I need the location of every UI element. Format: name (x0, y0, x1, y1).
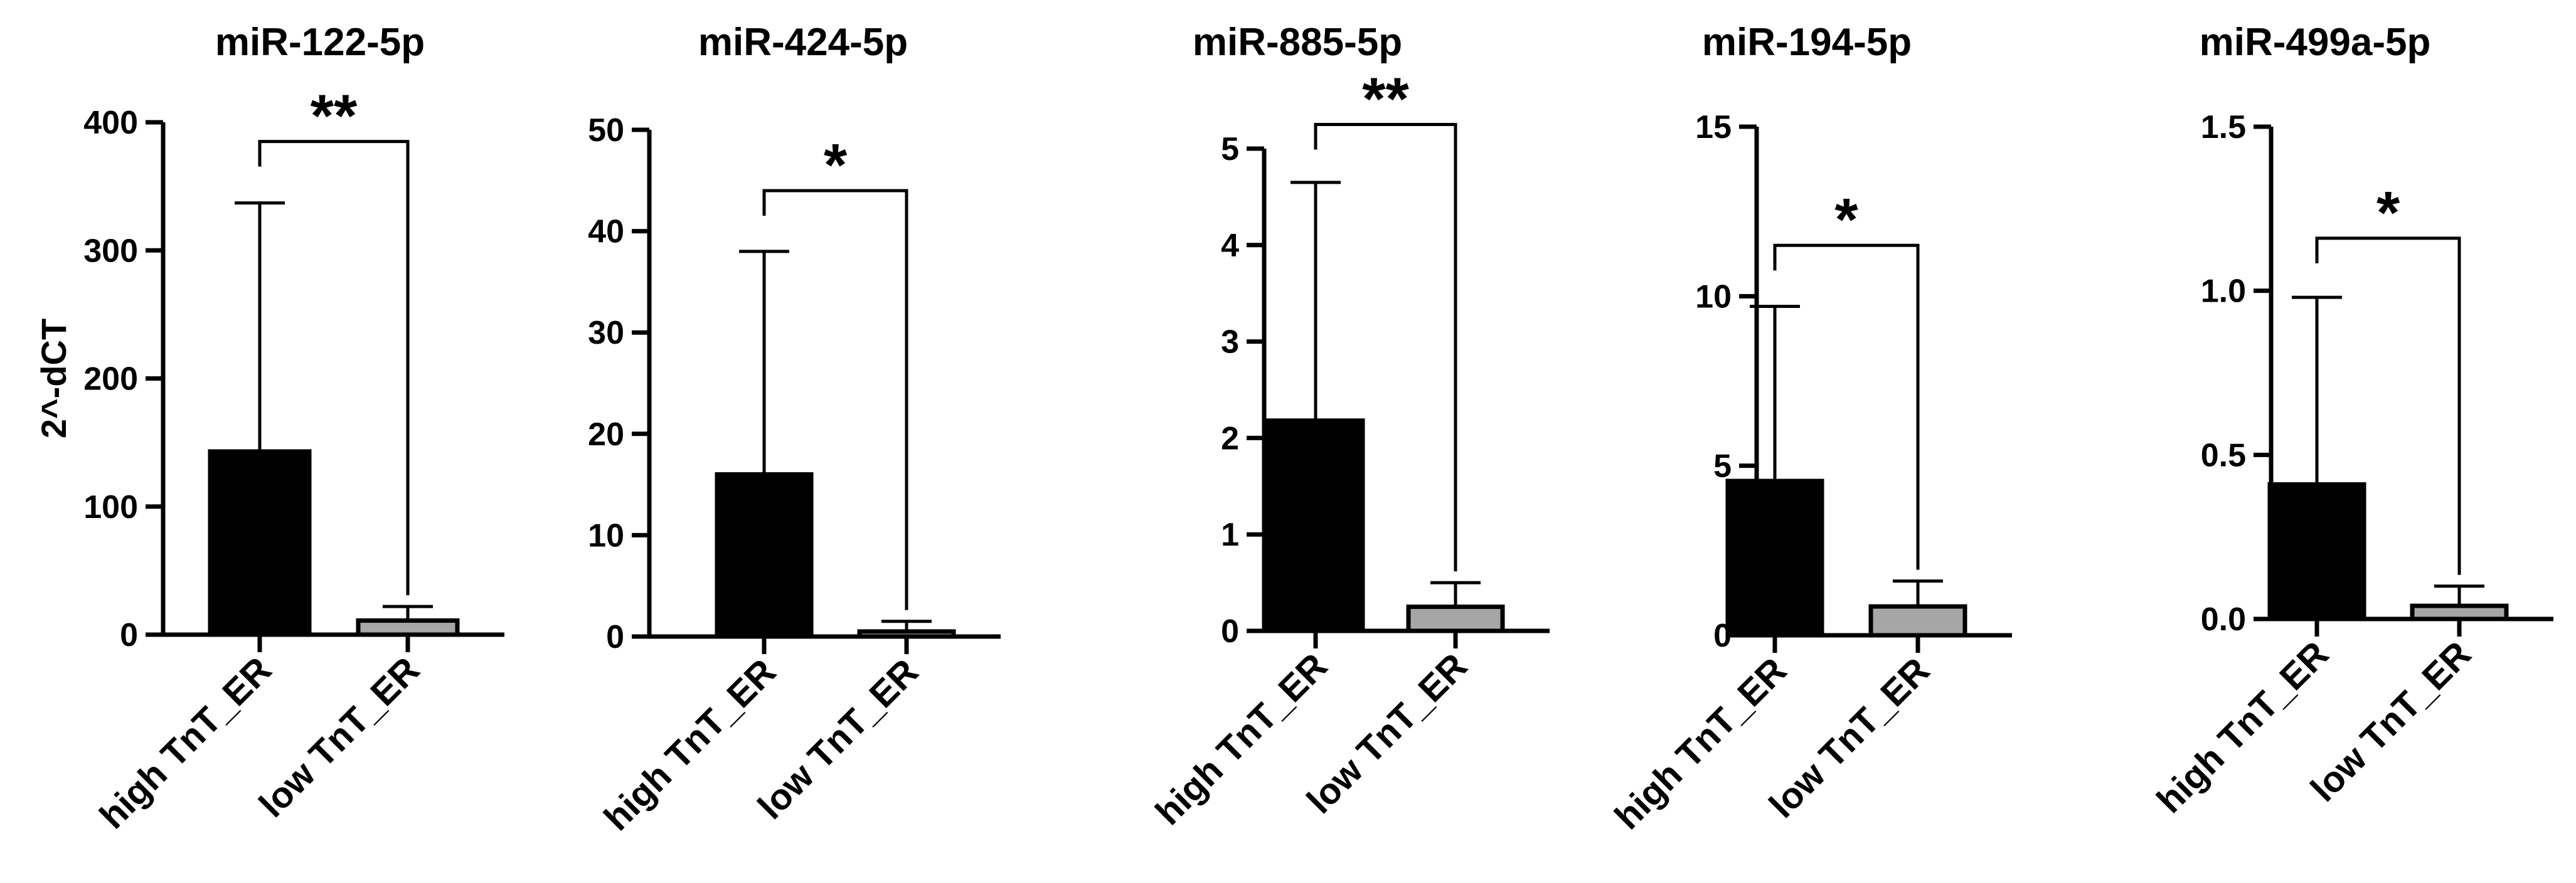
chart3-y-tick-label-3: 3 (1221, 324, 1239, 361)
chart3-y-tick-label-2: 2 (1221, 420, 1239, 457)
chart2-significance-label: * (824, 132, 848, 199)
chart1-y-tick-label-4: 400 (83, 105, 138, 141)
chart3-title: miR-885-5p (1193, 21, 1402, 64)
chart2-y-tick-label-3: 30 (588, 315, 624, 351)
chart4-bar-0 (1725, 479, 1824, 638)
chart1-bar-1 (356, 618, 460, 637)
chart2-title: miR-424-5p (698, 21, 908, 64)
chart2-bar-0 (715, 472, 814, 639)
chart2-y-tick-label-1: 10 (588, 517, 624, 554)
chart4-significance-label: * (1834, 186, 1858, 253)
chart2-bar-1 (857, 629, 956, 639)
chart1-category-label-1: low TnT_ER (252, 649, 428, 825)
chart1-y-tick-label-2: 200 (83, 361, 138, 398)
chart5-y-tick-label-0: 0.0 (2201, 601, 2246, 638)
chart1-y-axis-label: 2^-dCT (34, 319, 73, 438)
chart1-bar-0 (208, 449, 312, 637)
chart2-y-tick-label-2: 20 (588, 416, 624, 453)
chart3-significance-bracket (1314, 123, 1457, 572)
chart3-y-tick-label-1: 1 (1221, 517, 1239, 553)
chart5-category-label-0: high TnT_ER (2149, 633, 2336, 821)
chart5-significance-bracket (2315, 236, 2461, 575)
chart4-y-tick-label-1: 5 (1713, 448, 1732, 485)
chart1-title: miR-122-5p (215, 21, 425, 64)
chart3-significance-label: ** (1362, 66, 1409, 133)
chart5-y-tick-label-3: 1.5 (2201, 109, 2246, 145)
chart4-title: miR-194-5p (1702, 21, 1912, 64)
chart2-y-tick-label-4: 40 (588, 214, 624, 250)
chart5-significance-label: * (2376, 179, 2400, 246)
chart1-significance-label: ** (311, 83, 358, 150)
chart4-y-tick-label-2: 10 (1695, 278, 1732, 315)
chart3-y-tick-label-0: 0 (1221, 613, 1239, 650)
chart1-significance-bracket (258, 140, 410, 596)
chart1-category-label-0: high TnT_ER (92, 649, 279, 837)
chart3-bar-1 (1406, 605, 1505, 633)
chart3-bar-0 (1266, 418, 1365, 633)
chart3-y-tick-label-5: 5 (1221, 131, 1239, 167)
chart2-category-label-0: high TnT_ER (596, 651, 784, 838)
chart4-significance-bracket (1773, 243, 1920, 570)
chart5-y-tick-label-1: 0.5 (2201, 437, 2246, 473)
chart5-title: miR-499a-5p (2200, 21, 2431, 64)
chart2-significance-bracket (762, 189, 908, 610)
chart2-y-tick-label-0: 0 (606, 619, 624, 655)
chart1-y-tick-label-3: 300 (83, 233, 138, 269)
chart5-y-tick-label-2: 1.0 (2201, 273, 2246, 310)
chart4-category-label-0: high TnT_ER (1607, 650, 1794, 837)
chart5-bar-1 (2410, 603, 2509, 621)
chart4-bar-1 (1868, 604, 1967, 638)
chart3-category-label-0: high TnT_ER (1147, 645, 1335, 833)
chart4-y-tick-label-3: 15 (1695, 109, 1732, 145)
chart5-bar-0 (2267, 482, 2366, 621)
chart3-y-tick-label-4: 4 (1221, 228, 1239, 264)
chart2-y-tick-label-5: 50 (588, 112, 624, 149)
chart1-y-tick-label-1: 100 (83, 489, 138, 526)
chart1-y-tick-label-0: 0 (120, 617, 138, 653)
